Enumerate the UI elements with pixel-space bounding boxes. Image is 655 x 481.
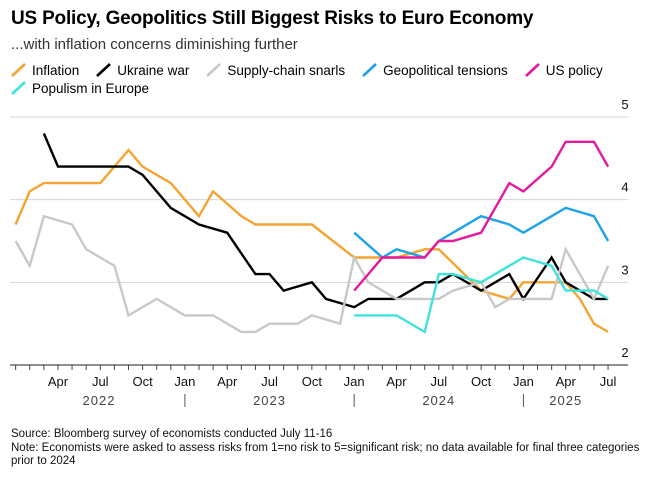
series-line-supply-chain-snarls (14, 214, 610, 334)
x-tick-label-jul: Jul (261, 374, 278, 389)
series-lines (14, 133, 610, 334)
legend-item-populism: Populism in Europe (11, 81, 149, 96)
x-tick-label-apr: Apr (217, 374, 238, 389)
y-tick-label-4: 4 (621, 180, 628, 195)
legend-item-us-policy: US policy (524, 62, 603, 78)
y-tick-label-5: 5 (621, 97, 628, 112)
legend-item-inflation: Inflation (11, 63, 79, 78)
year-label-2023: 2023 (253, 393, 286, 408)
x-tick-label-oct: Oct (471, 374, 492, 389)
series-line-inflation (14, 148, 609, 333)
y-tick-label-3: 3 (621, 262, 628, 277)
x-tick-label-apr: Apr (556, 374, 577, 389)
x-tick-label-jan: Jan (344, 374, 365, 389)
legend-row-1: Inflation Ukraine war Supply-chain snarl… (11, 61, 651, 79)
source-note: Source: Bloomberg survey of economists c… (11, 428, 333, 440)
legend-label-ukraine-war: Ukraine war (117, 62, 190, 78)
legend-label-populism: Populism in Europe (32, 80, 150, 96)
gridlines (10, 116, 628, 283)
legend-item-supply-chain: Supply-chain snarls (206, 63, 345, 78)
legend-label-us-policy: US policy (545, 62, 603, 78)
series-line-geopolitical-tensions (353, 206, 610, 259)
ukraine-war-swatch-icon (96, 63, 112, 77)
legend-item-geopolitical: Geopolitical tensions (362, 63, 508, 78)
legend-label-supply-chain: Supply-chain snarls (227, 62, 346, 78)
x-tick-label-jan: Jan (174, 374, 195, 389)
series-line-populism-in-europe (354, 256, 609, 334)
legend-item-ukraine-war: Ukraine war (96, 63, 189, 78)
methodology-note: Note: Economists were asked to assess ri… (11, 441, 640, 468)
us-policy-swatch-icon (524, 63, 540, 77)
inflation-swatch-icon (11, 63, 26, 77)
x-tick-label-jul: Jul (430, 374, 447, 389)
x-tick-label-oct: Oct (132, 374, 153, 389)
y-axis: 2 3 4 5 (621, 97, 628, 360)
legend-row-2: Populism in Europe (11, 79, 651, 97)
year-label-2022: 2022 (83, 393, 116, 408)
legend-label-inflation: Inflation (32, 62, 80, 78)
year-label-2025: 2025 (549, 393, 582, 408)
x-tick-label-apr: Apr (386, 374, 407, 389)
x-tick-label-jul: Jul (600, 374, 617, 389)
y-tick-label-2: 2 (621, 345, 628, 360)
x-tick-label-apr: Apr (48, 374, 69, 389)
series-line-us-policy (353, 140, 610, 292)
year-label-2024: 2024 (422, 393, 455, 408)
chart-title: US Policy, Geopolitics Still Biggest Ris… (11, 8, 534, 29)
x-axis: Apr Jul Oct Jan Apr Jul Oct Jan Apr Jul Oct Jan Apr J… (10, 364, 628, 408)
x-tick-label-oct: Oct (302, 374, 323, 389)
footnote: Source: Bloomberg survey of economists c… (11, 428, 651, 469)
x-tick-label-jul: Jul (92, 374, 109, 389)
x-tick-label-jan: Jan (513, 374, 534, 389)
legend-label-geopolitical: Geopolitical tensions (383, 62, 508, 78)
legend: Inflation Ukraine war Supply-chain snarl… (11, 61, 651, 97)
supply-chain-swatch-icon (206, 63, 222, 77)
populism-swatch-icon (11, 81, 26, 95)
chart-subtitle: ...with inflation concerns diminishing f… (11, 36, 298, 53)
geopolitical-swatch-icon (362, 63, 378, 77)
series-line-ukraine-war (42, 133, 609, 309)
